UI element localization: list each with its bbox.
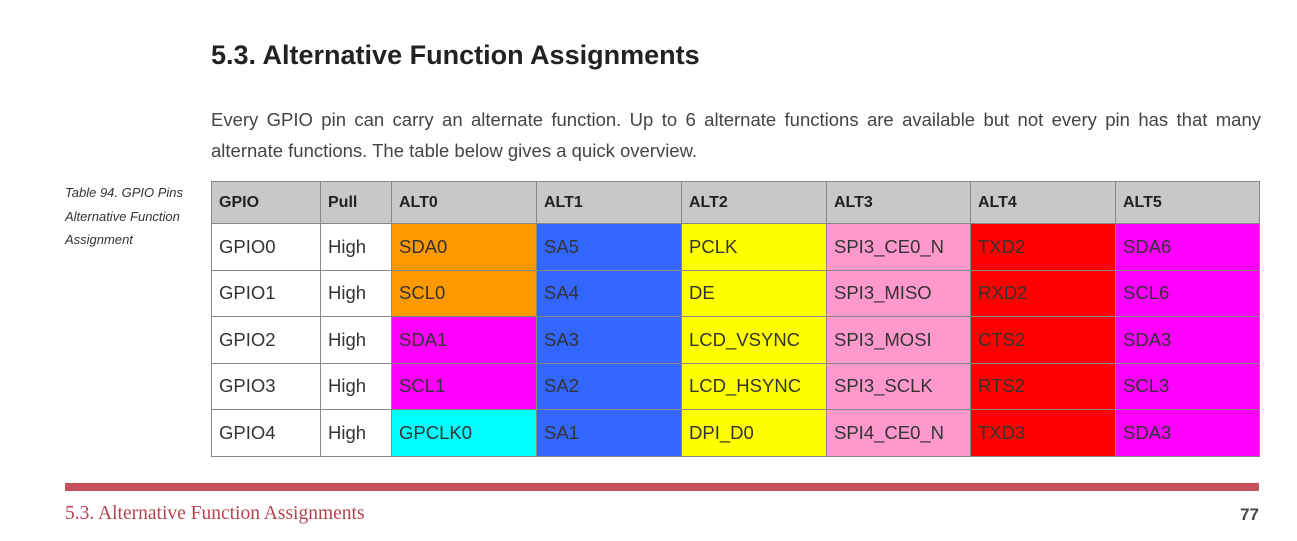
footer-rule [65, 483, 1259, 491]
table-cell: High [320, 223, 392, 271]
table-cell: SPI3_MISO [826, 269, 971, 317]
table-cell: High [320, 316, 392, 364]
header-cell: ALT2 [681, 181, 827, 224]
table-cell: SPI4_CE0_N [826, 409, 971, 457]
table-cell: SDA1 [391, 316, 537, 364]
table-cell: SA4 [536, 269, 682, 317]
table-cell: GPIO0 [211, 223, 321, 271]
table-cell: High [320, 269, 392, 317]
header-cell: ALT4 [970, 181, 1116, 224]
header-row: GPIO Pull ALT0 ALT1 ALT2 ALT3 ALT4 ALT5 [211, 181, 1260, 224]
table-cell: SA1 [536, 409, 682, 457]
table-row: GPIO0 High SDA0 SA5 PCLK SPI3_CE0_N TXD2 SDA6 [211, 223, 1260, 271]
table-cell: PCLK [681, 223, 827, 271]
table-cell: RTS2 [970, 362, 1116, 410]
table-body: GPIO0 High SDA0 SA5 PCLK SPI3_CE0_N TXD2 SDA6 GP… [211, 223, 1260, 457]
table-cell: SCL3 [1115, 362, 1260, 410]
page-number: 77 [1240, 505, 1259, 524]
table-cell: High [320, 409, 392, 457]
table-row: GPIO1 High SCL0 SA4 DE SPI3_MISO RXD2 SCL6 [211, 269, 1260, 317]
table-cell: DE [681, 269, 827, 317]
table-row: GPIO3 High SCL1 SA2 LCD_HSYNC SPI3_SCLK RTS2 SC… [211, 362, 1260, 410]
paragraph: Every GPIO pin can carry an alternate fu… [211, 109, 1261, 161]
header-cell: Pull [320, 181, 392, 224]
table-cell: SPI3_MOSI [826, 316, 971, 364]
header-cell: ALT5 [1115, 181, 1260, 224]
table-cell: GPIO1 [211, 269, 321, 317]
table-cell: SDA6 [1115, 223, 1260, 271]
footer-title: 5.3. Alternative Function Assignments [65, 503, 365, 524]
table-cell: SDA0 [391, 223, 537, 271]
section-heading: 5.3. Alternative Function Assignments [211, 40, 700, 70]
table-cell: GPIO4 [211, 409, 321, 457]
table-cell: TXD3 [970, 409, 1116, 457]
table-cell: DPI_D0 [681, 409, 827, 457]
table-cell: SCL0 [391, 269, 537, 317]
table-cell: SA2 [536, 362, 682, 410]
table-cell: SDA3 [1115, 409, 1260, 457]
table-cell: SCL1 [391, 362, 537, 410]
table-cell: SA5 [536, 223, 682, 271]
table-cell: SPI3_CE0_N [826, 223, 971, 271]
table-cell: GPIO3 [211, 362, 321, 410]
header-cell: ALT1 [536, 181, 682, 224]
table-cell: GPCLK0 [391, 409, 537, 457]
table-cell: SCL6 [1115, 269, 1260, 317]
table-cell: CTS2 [970, 316, 1116, 364]
table-cell: LCD_HSYNC [681, 362, 827, 410]
table-cell: TXD2 [970, 223, 1116, 271]
table-cell: GPIO2 [211, 316, 321, 364]
table-caption: Table 94. GPIO Pins Alternative Function… [65, 185, 184, 247]
table-cell: SPI3_SCLK [826, 362, 971, 410]
header-cell: ALT3 [826, 181, 971, 224]
table-cell: High [320, 362, 392, 410]
header-cell: GPIO [211, 181, 321, 224]
table-row: GPIO2 High SDA1 SA3 LCD_VSYNC SPI3_MOSI CTS2 SD… [211, 316, 1260, 364]
gpio-table: GPIO Pull ALT0 ALT1 ALT2 ALT3 ALT4 ALT5 GPIO0 Hi… [211, 181, 1260, 457]
table-cell: RXD2 [970, 269, 1116, 317]
table-cell: LCD_VSYNC [681, 316, 827, 364]
table-cell: SDA3 [1115, 316, 1260, 364]
table-row: GPIO4 High GPCLK0 SA1 DPI_D0 SPI4_CE0_N TXD3 SD… [211, 409, 1260, 457]
table-cell: SA3 [536, 316, 682, 364]
header-cell: ALT0 [391, 181, 537, 224]
